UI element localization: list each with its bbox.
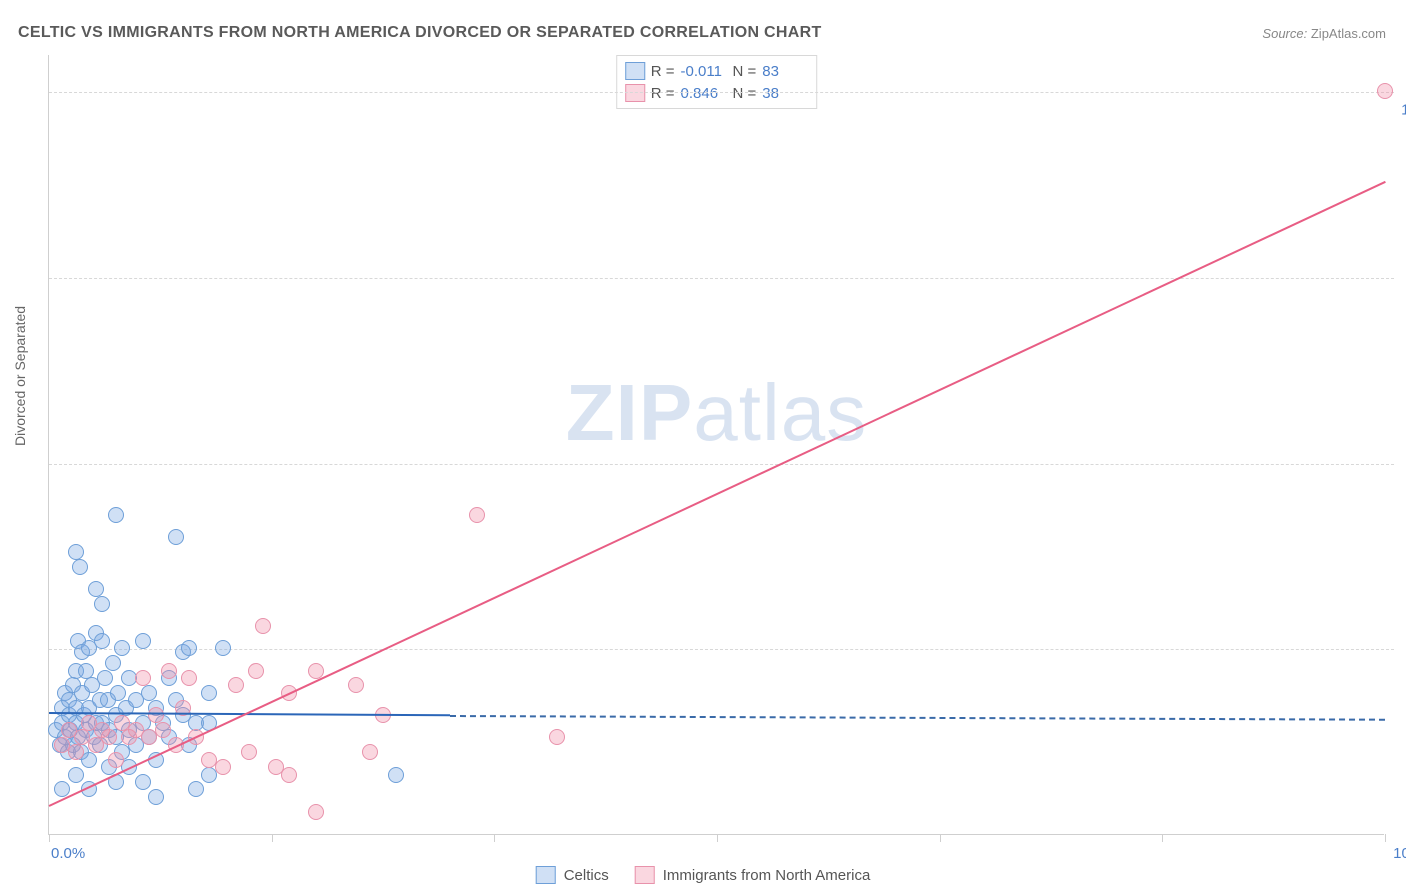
data-point (181, 640, 197, 656)
data-point (148, 707, 164, 723)
data-point (135, 774, 151, 790)
data-point (469, 507, 485, 523)
legend-stats-row: R = -0.011 N = 83 (625, 60, 809, 82)
data-point (255, 618, 271, 634)
legend-item: Celtics (536, 866, 609, 884)
data-point (281, 767, 297, 783)
data-point (1377, 83, 1393, 99)
swatch-celtics (536, 866, 556, 884)
correlation-chart: CELTIC VS IMMIGRANTS FROM NORTH AMERICA … (0, 0, 1406, 892)
trend-line (450, 715, 1385, 721)
data-point (141, 685, 157, 701)
data-point (72, 559, 88, 575)
source-attribution: Source: ZipAtlas.com (1262, 26, 1386, 41)
source-label: Source: (1262, 26, 1307, 41)
source-value: ZipAtlas.com (1311, 26, 1386, 41)
data-point (135, 633, 151, 649)
gridline (49, 649, 1394, 650)
data-point (248, 663, 264, 679)
swatch-immigrants (635, 866, 655, 884)
data-point (155, 722, 171, 738)
data-point (114, 640, 130, 656)
x-min-label: 0.0% (51, 845, 85, 862)
data-point (549, 729, 565, 745)
data-point (228, 677, 244, 693)
data-point (201, 685, 217, 701)
data-point (161, 663, 177, 679)
gridline (49, 278, 1394, 279)
y-axis-label: Divorced or Separated (12, 306, 28, 446)
data-point (88, 581, 104, 597)
data-point (94, 633, 110, 649)
data-point (97, 670, 113, 686)
data-point (148, 789, 164, 805)
legend-label: Immigrants from North America (663, 867, 871, 884)
data-point (181, 670, 197, 686)
legend-stats: R = -0.011 N = 83 R = 0.846 N = 38 (616, 55, 818, 109)
data-point (78, 663, 94, 679)
trend-line (49, 181, 1386, 807)
data-point (348, 677, 364, 693)
data-point (135, 670, 151, 686)
data-point (241, 744, 257, 760)
y-tick-label: 100.0% (1401, 102, 1406, 119)
x-max-label: 100.0% (1393, 845, 1406, 862)
data-point (188, 781, 204, 797)
x-tick (940, 834, 941, 842)
legend-label: Celtics (564, 867, 609, 884)
swatch-celtics (625, 62, 645, 80)
legend-series: Celtics Immigrants from North America (536, 866, 871, 884)
gridline (49, 92, 1394, 93)
data-point (68, 744, 84, 760)
data-point (101, 729, 117, 745)
data-point (105, 655, 121, 671)
gridline (49, 464, 1394, 465)
data-point (68, 544, 84, 560)
data-point (94, 596, 110, 612)
data-point (388, 767, 404, 783)
r-label: R = (651, 63, 675, 80)
chart-title: CELTIC VS IMMIGRANTS FROM NORTH AMERICA … (18, 24, 822, 42)
data-point (215, 759, 231, 775)
n-value: 83 (762, 63, 808, 80)
data-point (108, 752, 124, 768)
x-tick (494, 834, 495, 842)
data-point (362, 744, 378, 760)
x-tick (1162, 834, 1163, 842)
plot-area: ZIPatlas R = -0.011 N = 83 R = 0.846 N =… (48, 55, 1384, 835)
x-tick (49, 834, 50, 842)
data-point (168, 529, 184, 545)
data-point (108, 507, 124, 523)
data-point (68, 767, 84, 783)
data-point (308, 804, 324, 820)
x-tick (272, 834, 273, 842)
data-point (110, 685, 126, 701)
watermark-rest: atlas (693, 368, 867, 457)
x-tick (1385, 834, 1386, 842)
n-label: N = (733, 63, 757, 80)
data-point (215, 640, 231, 656)
x-tick (717, 834, 718, 842)
r-value: -0.011 (681, 63, 727, 80)
watermark-bold: ZIP (566, 368, 693, 457)
legend-item: Immigrants from North America (635, 866, 871, 884)
